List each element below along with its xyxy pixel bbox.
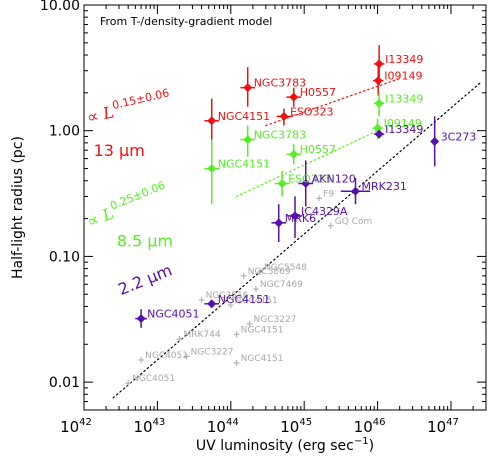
gray-point-label: NGC4151 bbox=[235, 296, 278, 306]
gray-point-label: NGC3869 bbox=[248, 267, 291, 277]
gray-point-label: F9 bbox=[323, 189, 334, 199]
data-point-purple bbox=[374, 129, 384, 139]
gray-point-label: NGC7469 bbox=[260, 280, 303, 290]
point-label-purple: AKN120 bbox=[312, 173, 356, 186]
label-layer: From T-/density-gradient modelNGC5548NGC… bbox=[84, 15, 477, 384]
point-label-purple: I13349 bbox=[385, 123, 423, 136]
axes-layer: 1042 1043 1044 1045 1046 1047 0.01 0.10 1.00 10.0… bbox=[10, 0, 487, 454]
point-label-purple: IC4329A bbox=[301, 205, 348, 218]
data-point-red bbox=[374, 59, 384, 69]
data-point-purple bbox=[350, 186, 360, 196]
point-label-red: NGC4151 bbox=[218, 110, 270, 123]
data-point-red bbox=[243, 83, 253, 93]
data-point-purple bbox=[290, 211, 300, 221]
x-tick-label: 1044 bbox=[207, 417, 239, 436]
data-point-red bbox=[279, 111, 289, 121]
gray-point-label: NGC4151 bbox=[241, 354, 284, 364]
point-label-red: I09149 bbox=[384, 70, 422, 83]
data-point-green bbox=[277, 179, 287, 189]
fit-line-red bbox=[265, 77, 401, 127]
gray-point-label: NGC5548 bbox=[264, 263, 307, 273]
x-tick-label: 1046 bbox=[354, 417, 386, 436]
corner-note: From T-/density-gradient model bbox=[100, 15, 272, 28]
annotation-red: 13 μm bbox=[94, 141, 145, 160]
point-label-red: ESO323 bbox=[290, 105, 334, 118]
gray-point-label: NGC4051 bbox=[145, 351, 188, 361]
fit-line-axis bbox=[112, 82, 481, 399]
x-tick-label: 1042 bbox=[60, 417, 92, 436]
y-tick-label: 1.00 bbox=[49, 124, 80, 140]
gray-point-label: NGC4151 bbox=[241, 325, 284, 335]
point-label-red: H0557 bbox=[300, 86, 336, 99]
y-axis-label: Half-light radius (pc) bbox=[10, 136, 26, 279]
y-tick-label: 0.01 bbox=[49, 375, 80, 391]
point-label-purple: MRK231 bbox=[361, 180, 406, 193]
data-point-green bbox=[207, 164, 217, 174]
point-label-green: NGC4151 bbox=[218, 158, 270, 171]
gray-point-label: NGC3227 bbox=[254, 315, 297, 325]
data-point-green bbox=[289, 149, 299, 159]
data-point-purple bbox=[207, 299, 217, 309]
plot-frame bbox=[83, 4, 487, 411]
data-point-green bbox=[374, 98, 384, 108]
data-point-purple bbox=[274, 218, 284, 228]
x-tick-label: 1045 bbox=[280, 417, 312, 436]
data-point-green bbox=[243, 135, 253, 145]
x-tick-label: 1047 bbox=[427, 417, 459, 436]
point-label-green: I13349 bbox=[385, 92, 423, 105]
point-label-purple: NGC4151 bbox=[218, 293, 270, 306]
point-label-red: NGC3783 bbox=[254, 77, 306, 90]
point-label-purple: NGC4051 bbox=[147, 308, 199, 321]
fit-line-green bbox=[236, 127, 384, 198]
point-label-red: I13349 bbox=[385, 53, 423, 66]
gray-point-label: NGC4051 bbox=[132, 374, 175, 384]
point-label-purple: MRK6 bbox=[285, 212, 316, 225]
point-label-purple: 3C273 bbox=[441, 131, 477, 144]
data-point-purple bbox=[430, 137, 440, 147]
x-axis-label: UV luminosity (erg sec−1) bbox=[196, 436, 374, 454]
gray-point-label: NGC3516 bbox=[206, 291, 249, 301]
gray-point-label: MRK744 bbox=[183, 330, 220, 340]
data-point-red bbox=[373, 76, 383, 86]
y-tick-label: 0.10 bbox=[49, 249, 80, 265]
y-tick-label: 10.00 bbox=[40, 0, 80, 14]
data-point-red bbox=[207, 116, 217, 126]
data-point-red bbox=[289, 92, 299, 102]
point-label-green: NGC3783 bbox=[254, 129, 306, 142]
point-label-green: ESO323 bbox=[288, 173, 332, 186]
data-point-purple bbox=[136, 314, 146, 324]
gray-point-label: GQ Com bbox=[335, 217, 372, 227]
plot-layer bbox=[112, 45, 481, 399]
data-point-purple bbox=[301, 179, 311, 189]
gray-point-label: NGC3227 bbox=[191, 347, 234, 357]
x-tick-label: 1043 bbox=[133, 417, 165, 436]
annotation-green: 8.5 μm bbox=[117, 231, 173, 250]
point-label-green: I09149 bbox=[384, 117, 422, 130]
point-label-green: H0557 bbox=[300, 143, 336, 156]
